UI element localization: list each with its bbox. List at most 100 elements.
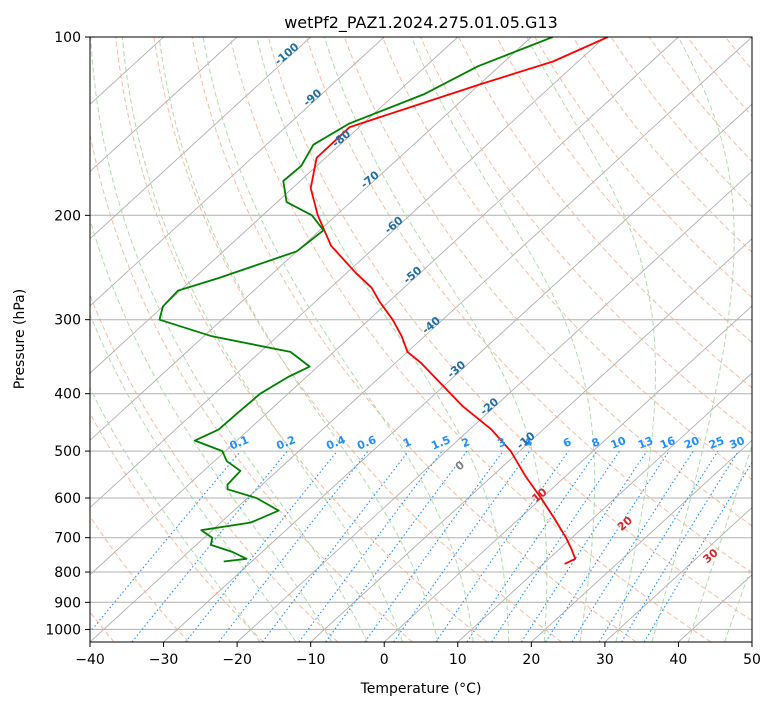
dry-adiabat-label: -20 [478,395,502,418]
mixing-ratio-label: 8 [590,435,602,450]
mixing-ratio-line [545,450,670,642]
dry-adiabat-line [90,293,339,642]
moist-adiabat-line [323,37,548,642]
y-tick-label: 700 [54,531,81,547]
moist-adiabat-label: 20 [615,514,635,534]
dry-adiabat-line [305,37,752,574]
moist-adiabat-label: 10 [530,485,550,505]
dry-adiabat-line [229,37,712,642]
dry-adiabat-line [343,37,752,527]
mixing-ratio-line [435,450,569,642]
mixing-ratio-line [218,450,369,642]
dry-adiabat-line [648,37,752,163]
isotherm-line [90,37,532,441]
isotherm-line [751,641,752,642]
mixing-ratio-label: 2 [460,435,472,450]
y-tick-label: 900 [54,595,81,611]
isotherm-line [383,305,752,642]
dry-adiabat-line [382,37,752,481]
x-tick-label: 30 [596,652,614,668]
dry-adiabat-label: -10 [514,429,538,452]
y-tick-label: 400 [54,387,81,403]
dry-adiabat-label: -90 [301,86,325,109]
dry-adiabat-line [496,37,752,344]
isotherm-line [90,37,679,576]
isotherm-line [90,37,459,374]
x-tick-label: 10 [449,652,467,668]
x-tick-label: 20 [522,652,540,668]
mixing-ratio-line [262,450,409,642]
y-tick-label: 100 [54,30,81,46]
dewpoint-profile-line [158,37,554,563]
mixing-ratio-label: 10 [609,434,628,452]
y-tick-label: 200 [54,208,81,224]
y-tick-label: 800 [54,565,81,581]
dry-adiabat-label: -70 [358,168,382,191]
mixing-ratio-label: 6 [561,435,573,450]
dry-adiabat-line [458,37,752,389]
dry-adiabat-line [90,131,413,642]
moist-adiabat-line [121,37,404,642]
isotherm-line [236,170,752,642]
mixing-ratio-line [298,450,443,642]
moist-adiabat-line [90,217,333,642]
line-labels: 0.1 0.2 0.4 0.6 1 1.5 2 3 4 6 8 10 13 16 20 25 30-100-90… [228,40,747,566]
moist-adiabat-line [90,387,261,642]
x-tick-label: 50 [743,652,761,668]
isotherm-line [604,506,752,642]
y-axis-ticks: 100 200 300 400 500 600 700 800 900 1000 [45,30,90,638]
isotherm-line [90,37,238,173]
isotherm-line [90,37,385,307]
dry-adiabat-label: -30 [445,358,469,381]
mixing-ratio-line [598,450,719,642]
dry-adiabat-label: -80 [330,127,354,150]
dry-adiabat-label: -50 [401,264,425,287]
mixing-ratio-label: 16 [658,434,677,452]
y-tick-label: 600 [54,491,81,507]
dry-adiabat-label: -100 [272,40,302,68]
x-tick-label: 40 [670,652,688,668]
x-tick-label: −10 [296,652,326,668]
y-tick-label: 1000 [45,622,81,638]
moist-adiabat-line [724,563,752,642]
mixing-ratio-line [466,450,598,642]
mixing-ratio-label: 1.5 [429,433,452,452]
mixing-ratio-label: 0.2 [275,433,298,452]
moist-adiabat-line [256,37,510,642]
mixing-ratio-line [325,450,468,642]
dry-adiabat-line [191,37,637,642]
mixing-ratio-line [90,450,241,633]
mixing-ratio-line [364,450,504,642]
mixing-ratio-line [491,450,621,642]
isotherm-line [90,37,606,509]
mixing-ratio-label: 0.1 [228,433,251,452]
mixing-ratio-line [521,450,648,642]
isotherm-line [530,439,752,642]
y-tick-label: 300 [54,313,81,329]
background-lines [90,37,775,642]
moist-adiabat-line [90,313,297,642]
moist-adiabat-line [202,37,474,642]
mixing-ratio-line [185,450,338,642]
x-tick-label: 0 [380,652,389,668]
dry-adiabat-label: -60 [382,214,406,237]
mixing-ratio-label: 30 [728,434,747,452]
x-tick-label: −20 [222,652,252,668]
moist-adiabat-line [411,37,596,642]
dry-adiabat-line [534,37,752,298]
mixing-ratio-label: 25 [707,434,726,452]
dry-adiabat-label: -40 [419,314,443,337]
x-axis-ticks: −40 −30 −20 −10 0 10 20 30 40 50 [75,642,761,668]
mixing-ratio-label: 20 [682,434,701,452]
x-axis-label: Temperature (°C) [360,681,482,697]
moist-adiabat-line [158,37,439,642]
dry-adiabat-line [610,37,752,208]
isotherm-line [163,103,752,642]
dry-adiabat-line [420,37,752,435]
mixing-ratio-label: 1 [401,435,413,450]
moist-adiabat-line [651,37,735,642]
mixing-ratio-line [621,450,739,642]
y-tick-label: 500 [54,444,81,460]
y-axis-label: Pressure (hPa) [12,289,28,389]
dry-adiabat-line [764,37,775,642]
